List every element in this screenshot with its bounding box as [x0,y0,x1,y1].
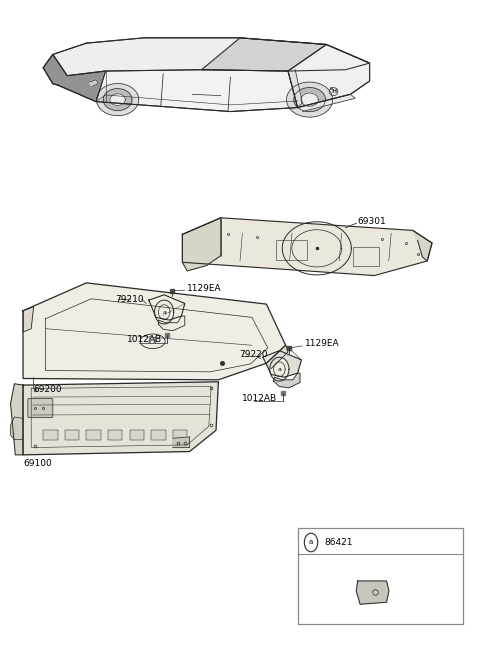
Polygon shape [23,283,286,380]
Polygon shape [182,218,432,276]
Polygon shape [301,93,318,106]
Text: H: H [331,89,336,94]
Polygon shape [43,38,370,112]
Polygon shape [182,218,221,271]
Polygon shape [274,373,300,388]
Polygon shape [53,38,370,76]
Polygon shape [298,94,355,112]
FancyBboxPatch shape [108,430,122,440]
Text: 79220: 79220 [239,350,267,359]
FancyBboxPatch shape [43,430,58,440]
Text: a: a [309,539,313,546]
Polygon shape [96,70,298,112]
Polygon shape [96,84,139,116]
Text: 69301: 69301 [358,216,386,226]
Text: 1129EA: 1129EA [187,284,222,293]
FancyBboxPatch shape [86,430,101,440]
FancyBboxPatch shape [298,528,463,624]
Polygon shape [110,94,125,106]
FancyBboxPatch shape [130,430,144,440]
Polygon shape [413,230,432,261]
Polygon shape [288,44,370,108]
Text: a: a [277,367,281,372]
Text: 86421: 86421 [324,538,352,547]
Text: 1012AB: 1012AB [127,335,162,345]
Polygon shape [270,357,289,381]
Polygon shape [11,384,23,455]
Text: 79210: 79210 [115,295,144,304]
Polygon shape [23,307,34,332]
Polygon shape [294,88,325,112]
FancyBboxPatch shape [28,398,53,418]
Polygon shape [288,70,302,108]
Polygon shape [158,316,185,331]
FancyBboxPatch shape [151,430,166,440]
Text: a: a [162,309,166,315]
Polygon shape [202,38,326,71]
Text: 1012AB: 1012AB [242,394,277,403]
Polygon shape [23,382,218,455]
Polygon shape [287,82,333,117]
Text: H: H [148,336,157,347]
Polygon shape [155,300,174,324]
Polygon shape [266,345,288,369]
Polygon shape [43,54,106,102]
Polygon shape [89,80,98,86]
Text: 69100: 69100 [23,459,52,468]
Polygon shape [103,89,132,110]
Text: 1129EA: 1129EA [305,339,339,349]
Polygon shape [173,437,190,448]
FancyBboxPatch shape [65,430,79,440]
Polygon shape [263,351,301,377]
FancyBboxPatch shape [173,430,187,440]
Text: 69200: 69200 [34,384,62,394]
Polygon shape [356,581,389,604]
Polygon shape [11,417,23,440]
Polygon shape [149,295,185,320]
